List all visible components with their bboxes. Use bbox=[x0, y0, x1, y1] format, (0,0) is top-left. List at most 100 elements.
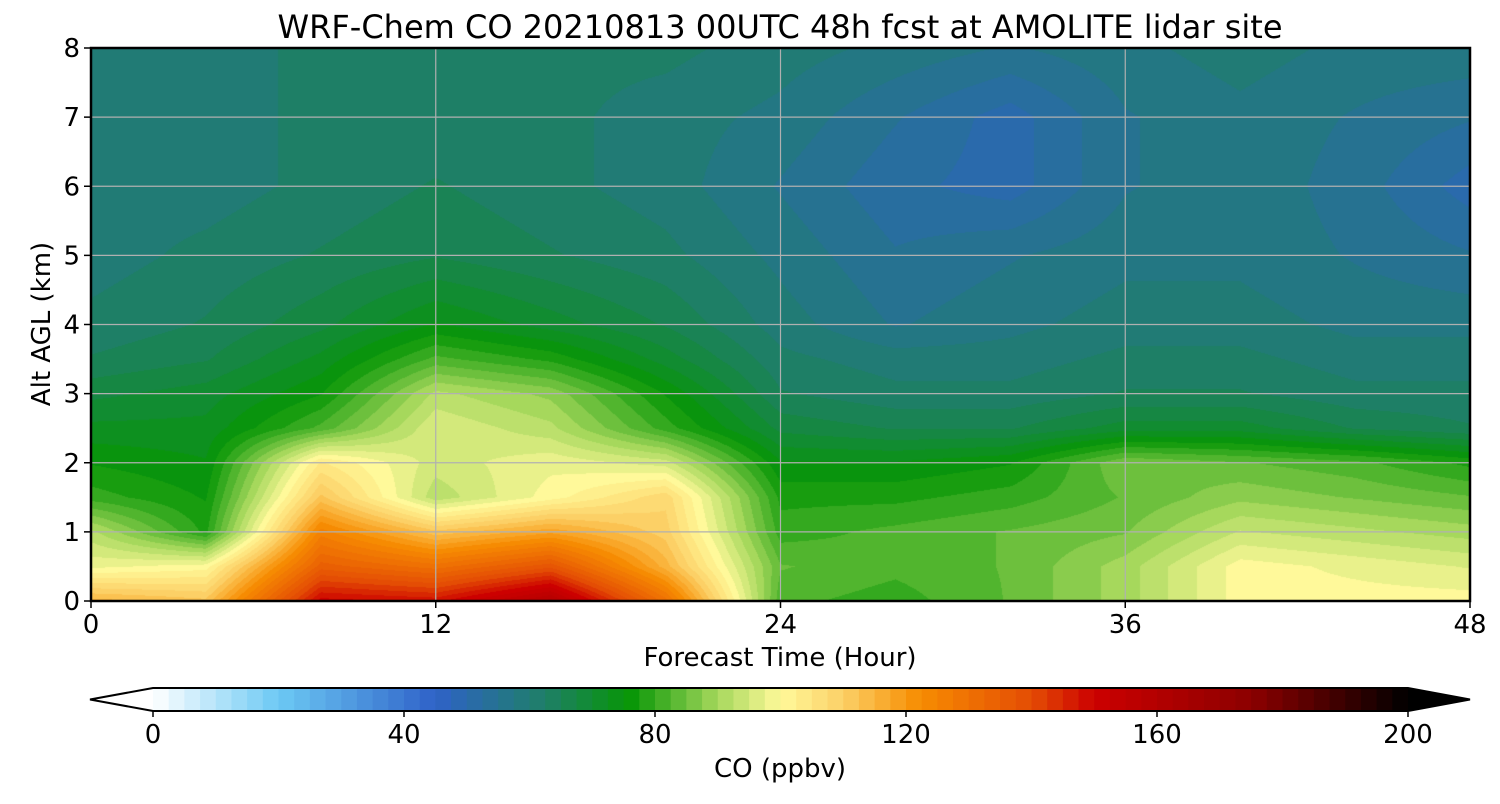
colorbar-tick-label: 200 bbox=[1383, 720, 1433, 750]
colorbar-swatch bbox=[309, 688, 327, 711]
colorbar-swatch bbox=[858, 688, 876, 711]
colorbar-swatch bbox=[1235, 688, 1252, 711]
colorbar-swatch bbox=[592, 688, 609, 711]
colorbar-swatch bbox=[1360, 688, 1378, 711]
x-tick-label: 12 bbox=[419, 610, 452, 640]
colorbar-swatch bbox=[247, 688, 264, 711]
colorbar-swatch bbox=[560, 688, 578, 711]
colorbar-swatch bbox=[294, 688, 311, 711]
colorbar-swatch bbox=[984, 688, 1001, 711]
colorbar-swatch bbox=[529, 688, 546, 711]
colorbar-swatch bbox=[1204, 688, 1221, 711]
y-tick-label: 7 bbox=[63, 103, 80, 133]
colorbar-swatch bbox=[153, 688, 170, 711]
colorbar-swatch bbox=[341, 688, 358, 711]
colorbar-tick-label: 40 bbox=[387, 720, 420, 750]
colorbar-swatch bbox=[1313, 688, 1331, 711]
y-axis-label: Alt AGL (km) bbox=[27, 242, 57, 406]
colorbar: 0 40 80 120 160 200 bbox=[89, 687, 1471, 750]
colorbar-swatch bbox=[780, 688, 797, 711]
colorbar-swatch bbox=[670, 688, 687, 711]
colorbar-swatch bbox=[639, 688, 656, 711]
y-tick-label: 4 bbox=[63, 311, 80, 341]
colorbar-swatch bbox=[749, 688, 766, 711]
colorbar-swatch bbox=[200, 688, 217, 711]
y-tick-label: 8 bbox=[63, 34, 80, 64]
colorbar-swatch bbox=[686, 688, 703, 711]
colorbar-swatch bbox=[1094, 688, 1111, 711]
colorbar-swatch bbox=[1157, 688, 1174, 711]
colorbar-swatch bbox=[607, 688, 625, 711]
colorbar-tick-label: 0 bbox=[145, 720, 162, 750]
colorbar-swatch bbox=[388, 688, 405, 711]
colorbar-swatch bbox=[1125, 688, 1142, 711]
colorbar-swatch bbox=[1188, 688, 1205, 711]
colorbar-swatch bbox=[764, 688, 782, 711]
colorbar-swatch bbox=[278, 688, 295, 711]
colorbar-swatch bbox=[419, 688, 436, 711]
y-tick-label: 1 bbox=[63, 518, 80, 548]
colorbar-swatch bbox=[1329, 688, 1346, 711]
y-axis-ticks: 0 1 2 3 4 5 6 7 8 bbox=[63, 34, 91, 617]
chart-title: WRF-Chem CO 20210813 00UTC 48h fcst at A… bbox=[277, 8, 1282, 46]
colorbar-swatch bbox=[498, 688, 515, 711]
x-axis-label: Forecast Time (Hour) bbox=[643, 643, 916, 673]
colorbar-swatch bbox=[921, 688, 938, 711]
x-axis-ticks: 0 12 24 36 48 bbox=[83, 601, 1487, 640]
colorbar-swatch bbox=[1266, 688, 1284, 711]
colorbar-swatch bbox=[1031, 688, 1048, 711]
colorbar-swatch bbox=[184, 688, 201, 711]
colorbar-swatch bbox=[168, 688, 185, 711]
colorbar-swatch bbox=[717, 688, 735, 711]
colorbar-swatch bbox=[1015, 688, 1033, 711]
colorbar-tick-label: 80 bbox=[638, 720, 671, 750]
colorbar-swatch bbox=[1392, 688, 1409, 711]
colorbar-swatch bbox=[1376, 688, 1393, 711]
colorbar-swatch bbox=[1047, 688, 1064, 711]
colorbar-swatch bbox=[796, 688, 813, 711]
y-tick-label: 5 bbox=[63, 241, 80, 271]
colorbar-swatch bbox=[937, 688, 954, 711]
y-tick-label: 6 bbox=[63, 172, 80, 202]
x-tick-label: 36 bbox=[1109, 610, 1142, 640]
colorbar-swatch bbox=[827, 688, 844, 711]
colorbar-tick-label: 160 bbox=[1132, 720, 1182, 750]
colorbar-swatch bbox=[655, 688, 672, 711]
colorbar-swatch bbox=[482, 688, 499, 711]
colorbar-label: CO (ppbv) bbox=[714, 754, 846, 784]
colorbar-tick-label: 120 bbox=[881, 720, 931, 750]
colorbar-extend-min bbox=[90, 688, 153, 711]
colorbar-swatch bbox=[1298, 688, 1315, 711]
colorbar-swatch bbox=[1282, 688, 1299, 711]
colorbar-swatch bbox=[1000, 688, 1017, 711]
colorbar-swatch bbox=[1219, 688, 1237, 711]
y-tick-label: 2 bbox=[63, 449, 80, 479]
x-tick-label: 0 bbox=[83, 610, 100, 640]
colorbar-swatch bbox=[372, 688, 389, 711]
colorbar-swatch bbox=[623, 688, 640, 711]
colorbar-swatch bbox=[811, 688, 829, 711]
colorbar-swatch bbox=[1141, 688, 1158, 711]
x-tick-label: 48 bbox=[1453, 610, 1486, 640]
colorbar-swatch bbox=[1109, 688, 1127, 711]
colorbar-swatch bbox=[1062, 688, 1080, 711]
colorbar-swatch bbox=[874, 688, 891, 711]
colorbar-extend-max bbox=[1408, 688, 1470, 711]
colorbar-swatch bbox=[404, 688, 421, 711]
colorbar-swatch bbox=[1345, 688, 1362, 711]
colorbar-swatch bbox=[843, 688, 860, 711]
y-tick-label: 0 bbox=[63, 587, 80, 617]
y-tick-label: 3 bbox=[63, 380, 80, 410]
colorbar-swatch bbox=[1251, 688, 1268, 711]
colorbar-swatch bbox=[262, 688, 280, 711]
colorbar-swatch bbox=[545, 688, 562, 711]
colorbar-swatch bbox=[513, 688, 531, 711]
colorbar-swatch bbox=[953, 688, 970, 711]
colorbar-swatch bbox=[451, 688, 468, 711]
colorbar-swatch bbox=[435, 688, 452, 711]
colorbar-swatch bbox=[356, 688, 374, 711]
colorbar-swatch bbox=[1078, 688, 1095, 711]
colorbar-swatch bbox=[466, 688, 484, 711]
